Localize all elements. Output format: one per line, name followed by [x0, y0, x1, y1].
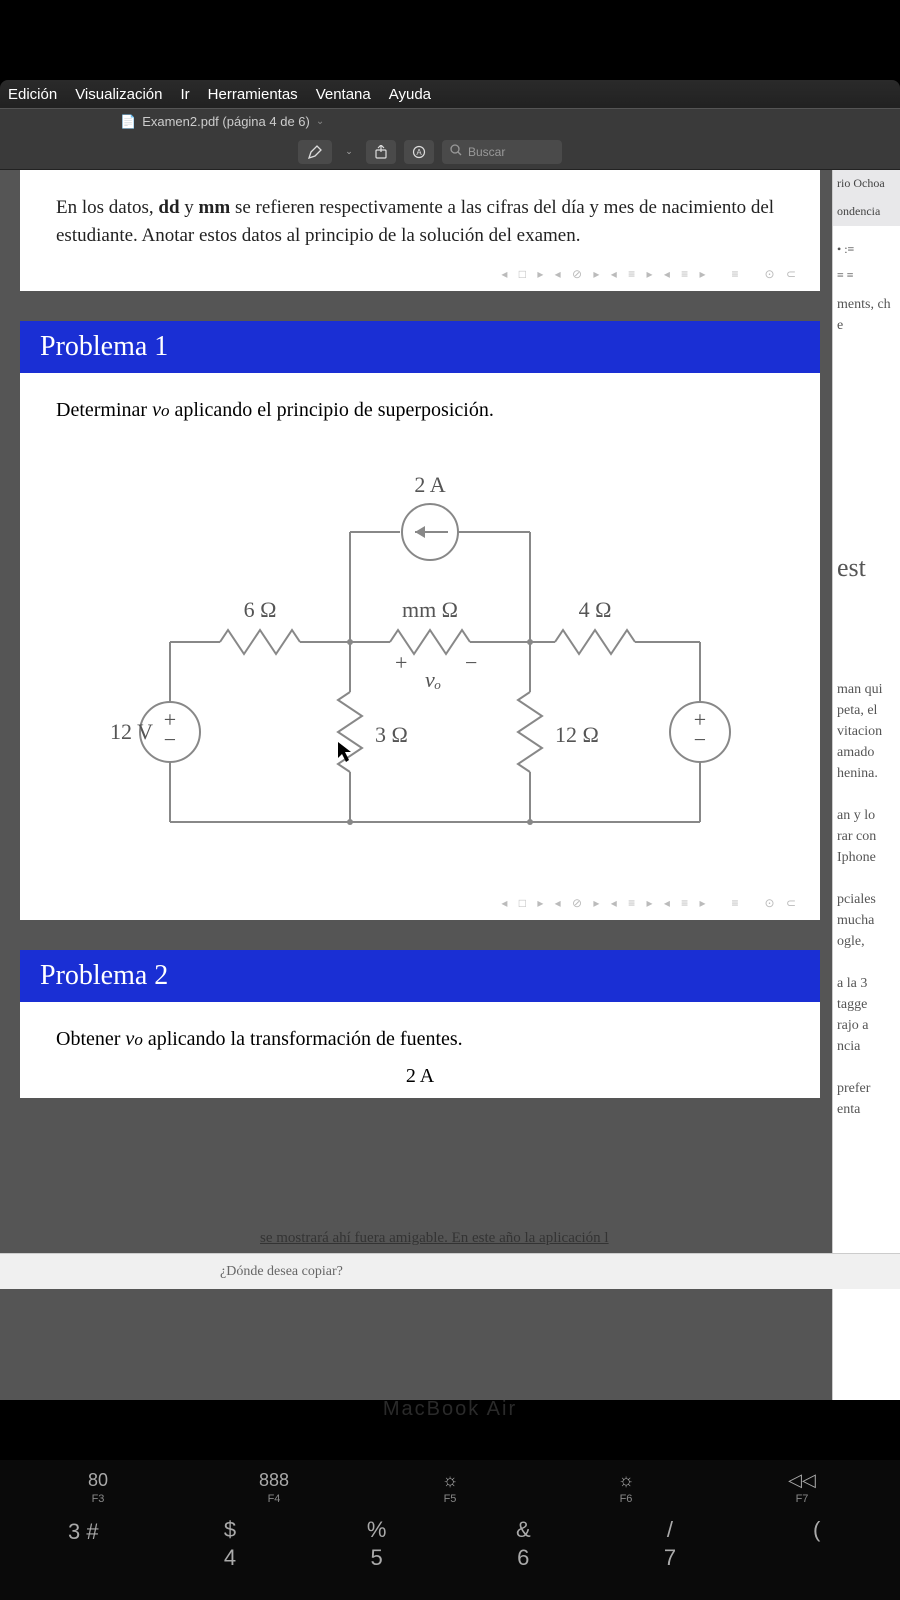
window-title-bar: 📄 Examen2.pdf (página 4 de 6) ⌄ [0, 108, 900, 134]
problem-header: Problema 2 [20, 950, 820, 1002]
pdf-page: En los datos, dd y mm se refieren respec… [20, 170, 820, 291]
copy-prompt: ¿Dónde desea copiar? [0, 1253, 900, 1289]
svg-text:mm Ω: mm Ω [402, 597, 458, 622]
chevron-down-icon[interactable]: ⌄ [316, 116, 324, 127]
number-key[interactable]: $4 [190, 1517, 270, 1571]
svg-text:3 Ω: 3 Ω [375, 722, 408, 747]
svg-text:6 Ω: 6 Ω [244, 597, 277, 622]
menu-item[interactable]: Ventana [316, 86, 371, 103]
annotate-button[interactable] [298, 140, 332, 164]
number-key[interactable]: /7 [630, 1517, 710, 1571]
background-text: se mostrará ahí fuera amigable. En este … [0, 1230, 900, 1289]
macbook-label: MacBook Air [0, 1398, 900, 1421]
value-label: 2 A [20, 1061, 820, 1098]
svg-text:−: − [164, 727, 176, 752]
svg-text:vₒ: vₒ [425, 667, 441, 692]
highlight-button[interactable]: A [404, 140, 434, 164]
number-key[interactable]: ( [777, 1517, 857, 1571]
menu-item[interactable]: Visualización [75, 86, 162, 103]
share-button[interactable] [366, 140, 396, 164]
svg-text:−: − [694, 727, 706, 752]
toolbar: ⌄ A Buscar [0, 134, 900, 170]
number-key[interactable]: %5 [337, 1517, 417, 1571]
function-key[interactable]: 80F3 [58, 1470, 138, 1505]
number-key[interactable]: 3 # [43, 1517, 123, 1571]
menubar: Edición Visualización Ir Herramientas Ve… [0, 80, 900, 108]
file-icon: 📄 [120, 114, 136, 130]
problem-header: Problema 1 [20, 321, 820, 373]
number-key[interactable]: &6 [483, 1517, 563, 1571]
keyboard: 80F3 888F4 ☼F5 ☼F6 ◁◁F7 3 # $4 %5&6/7 ( [0, 1460, 900, 1600]
pdf-page: Problema 1 Determinar vo aplicando el pr… [20, 321, 820, 920]
function-key[interactable]: ☼F5 [410, 1470, 490, 1505]
menu-item[interactable]: Ir [180, 86, 189, 103]
annotate-menu[interactable]: ⌄ [340, 146, 358, 157]
page-footer: ◂ □ ▸ ◂ ⊘ ▸ ◂ ≡ ▸ ◂ ≡ ▸ ≡ ⊙ ⊂ [20, 263, 820, 291]
search-placeholder: Buscar [468, 145, 505, 159]
svg-text:+: + [395, 650, 407, 675]
menu-item[interactable]: Edición [8, 86, 57, 103]
circuit-diagram: + − 12 V 6 Ω 2 A [100, 442, 740, 862]
search-icon [450, 144, 462, 159]
svg-text:12 Ω: 12 Ω [555, 722, 599, 747]
svg-text:2 A: 2 A [414, 472, 445, 497]
instructions-text: En los datos, dd y mm se refieren respec… [56, 194, 784, 249]
menu-item[interactable]: Ayuda [389, 86, 431, 103]
svg-text:4 Ω: 4 Ω [579, 597, 612, 622]
menu-item[interactable]: Herramientas [208, 86, 298, 103]
document-viewport[interactable]: rio Ochoa ondencia • :≡ ≡ ≡ ments, che e… [0, 170, 900, 1400]
svg-text:−: − [465, 650, 477, 675]
svg-text:A: A [416, 148, 422, 157]
background-window: rio Ochoa ondencia • :≡ ≡ ≡ ments, che e… [832, 170, 900, 1400]
window-title: Examen2.pdf (página 4 de 6) [142, 114, 310, 129]
problem-text: Determinar vo aplicando el principio de … [20, 373, 820, 432]
function-key[interactable]: 888F4 [234, 1470, 314, 1505]
pdf-page: Problema 2 Obtener vo aplicando la trans… [20, 950, 820, 1098]
svg-text:12 V: 12 V [110, 719, 153, 744]
function-key[interactable]: ◁◁F7 [762, 1470, 842, 1505]
page-footer: ◂ □ ▸ ◂ ⊘ ▸ ◂ ≡ ▸ ◂ ≡ ▸ ≡ ⊙ ⊂ [20, 892, 820, 920]
function-key[interactable]: ☼F6 [586, 1470, 666, 1505]
problem-text: Obtener vo aplicando la transformación d… [20, 1002, 820, 1061]
search-input[interactable]: Buscar [442, 140, 562, 164]
